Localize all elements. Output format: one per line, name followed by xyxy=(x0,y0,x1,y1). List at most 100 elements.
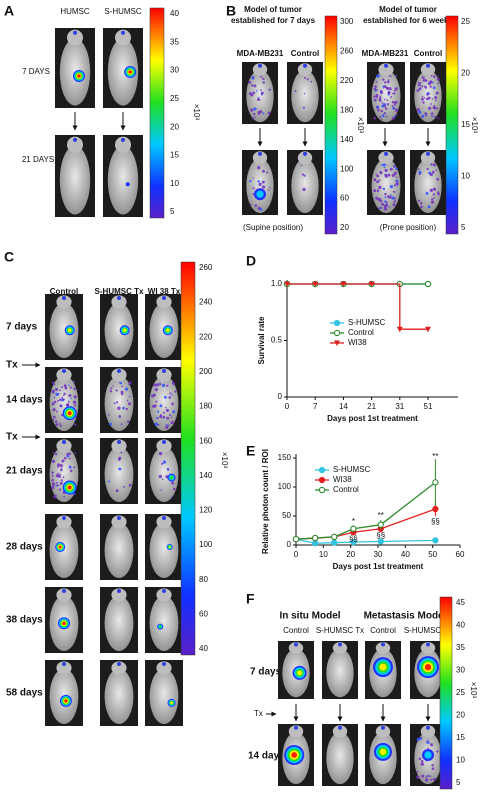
signal-speckle xyxy=(74,423,77,426)
signal xyxy=(162,661,166,666)
signal-speckle xyxy=(249,179,252,183)
signal-speckle xyxy=(73,387,76,391)
mouse-head xyxy=(420,725,436,738)
signal-speckle xyxy=(109,422,112,426)
signal-speckle xyxy=(310,80,313,83)
signal-speckle xyxy=(430,163,433,166)
signal-speckle xyxy=(262,81,265,84)
signal-speckle xyxy=(430,115,433,117)
signal-speckle xyxy=(377,207,380,210)
label: 40 xyxy=(199,644,208,653)
signal-speckle xyxy=(427,96,431,100)
signal-blob xyxy=(297,670,303,676)
signal-speckle xyxy=(421,76,425,80)
mouse-image xyxy=(100,438,138,504)
mouse-image xyxy=(242,150,278,215)
signal-speckle xyxy=(383,98,386,101)
signal-speckle xyxy=(435,91,439,95)
signal-speckle xyxy=(386,99,389,102)
signal-speckle xyxy=(382,104,386,108)
signal-speckle xyxy=(269,186,271,189)
data-point xyxy=(424,280,432,288)
signal-speckle xyxy=(420,737,422,739)
signal-speckle xyxy=(392,116,395,120)
mouse-head xyxy=(156,439,172,453)
signal-speckle xyxy=(266,171,269,174)
label: C xyxy=(4,249,14,265)
signal-speckle xyxy=(392,106,396,110)
mouse-body xyxy=(107,145,139,215)
label: 0 xyxy=(278,392,283,401)
signal-blob xyxy=(169,475,174,480)
signal-speckle xyxy=(420,760,424,763)
signal-speckle xyxy=(161,478,164,481)
signal-speckle xyxy=(170,422,173,425)
mouse-head xyxy=(56,588,72,602)
signal-speckle xyxy=(294,90,297,93)
signal-speckle xyxy=(165,475,169,479)
signal-speckle xyxy=(376,89,378,91)
signal-speckle xyxy=(54,400,57,404)
mouse-head xyxy=(67,136,83,154)
signal-speckle xyxy=(162,460,167,464)
label: 160 xyxy=(199,436,213,445)
signal-speckle xyxy=(382,78,385,81)
mouse-image xyxy=(410,62,446,124)
signal-speckle xyxy=(72,400,77,404)
mouse-body xyxy=(149,595,179,652)
signal-speckle xyxy=(74,451,77,454)
label: S-HUMSC xyxy=(333,465,371,474)
signal-speckle xyxy=(418,110,422,114)
signal-speckle xyxy=(55,494,57,496)
signal-speckle xyxy=(433,104,436,107)
signal-speckle xyxy=(380,118,383,120)
label: E xyxy=(246,443,255,459)
signal-speckle xyxy=(66,452,70,456)
signal-speckle xyxy=(387,91,391,95)
signal-blob xyxy=(67,485,72,490)
label: 15 xyxy=(456,733,465,742)
signal xyxy=(73,30,77,35)
mouse-head xyxy=(332,725,348,738)
signal-speckle xyxy=(435,169,438,171)
mouse-image xyxy=(100,587,138,653)
label: 0.5 xyxy=(271,336,283,345)
signal-speckle xyxy=(437,75,440,77)
signal-speckle xyxy=(417,81,420,84)
signal-speckle xyxy=(54,452,58,456)
label: Model of tumor xyxy=(379,5,437,14)
signal-speckle xyxy=(59,424,62,427)
signal-speckle xyxy=(61,396,64,399)
signal-speckle xyxy=(61,469,63,472)
signal-speckle xyxy=(122,485,125,488)
signal-speckle xyxy=(376,174,380,178)
label: 260 xyxy=(340,47,354,56)
signal-speckle xyxy=(62,398,65,401)
mouse-body xyxy=(326,732,354,785)
signal-speckle xyxy=(57,484,60,487)
signal-speckle xyxy=(393,191,396,193)
label: MDA-MB231 xyxy=(237,49,284,58)
signal-speckle xyxy=(432,115,434,117)
signal-speckle xyxy=(72,380,76,383)
mouse-image xyxy=(367,62,405,124)
signal-speckle xyxy=(66,403,70,407)
signal-speckle xyxy=(374,85,378,88)
label: 25 xyxy=(461,17,470,26)
signal-speckle xyxy=(52,418,55,421)
signal-speckle xyxy=(55,481,58,484)
signal-speckle xyxy=(426,774,430,778)
signal-speckle xyxy=(73,395,77,399)
signal-speckle xyxy=(420,762,424,766)
label: 7 xyxy=(313,402,318,411)
label: 260 xyxy=(199,263,213,272)
mouse-head xyxy=(111,439,127,453)
label: 100 xyxy=(278,482,292,491)
signal-speckle xyxy=(53,383,56,386)
mouse-image xyxy=(45,438,83,504)
data-point xyxy=(311,540,319,547)
signal-speckle xyxy=(165,425,169,429)
label: D xyxy=(246,253,256,269)
signal-speckle xyxy=(423,97,426,99)
signal-speckle xyxy=(171,402,174,406)
